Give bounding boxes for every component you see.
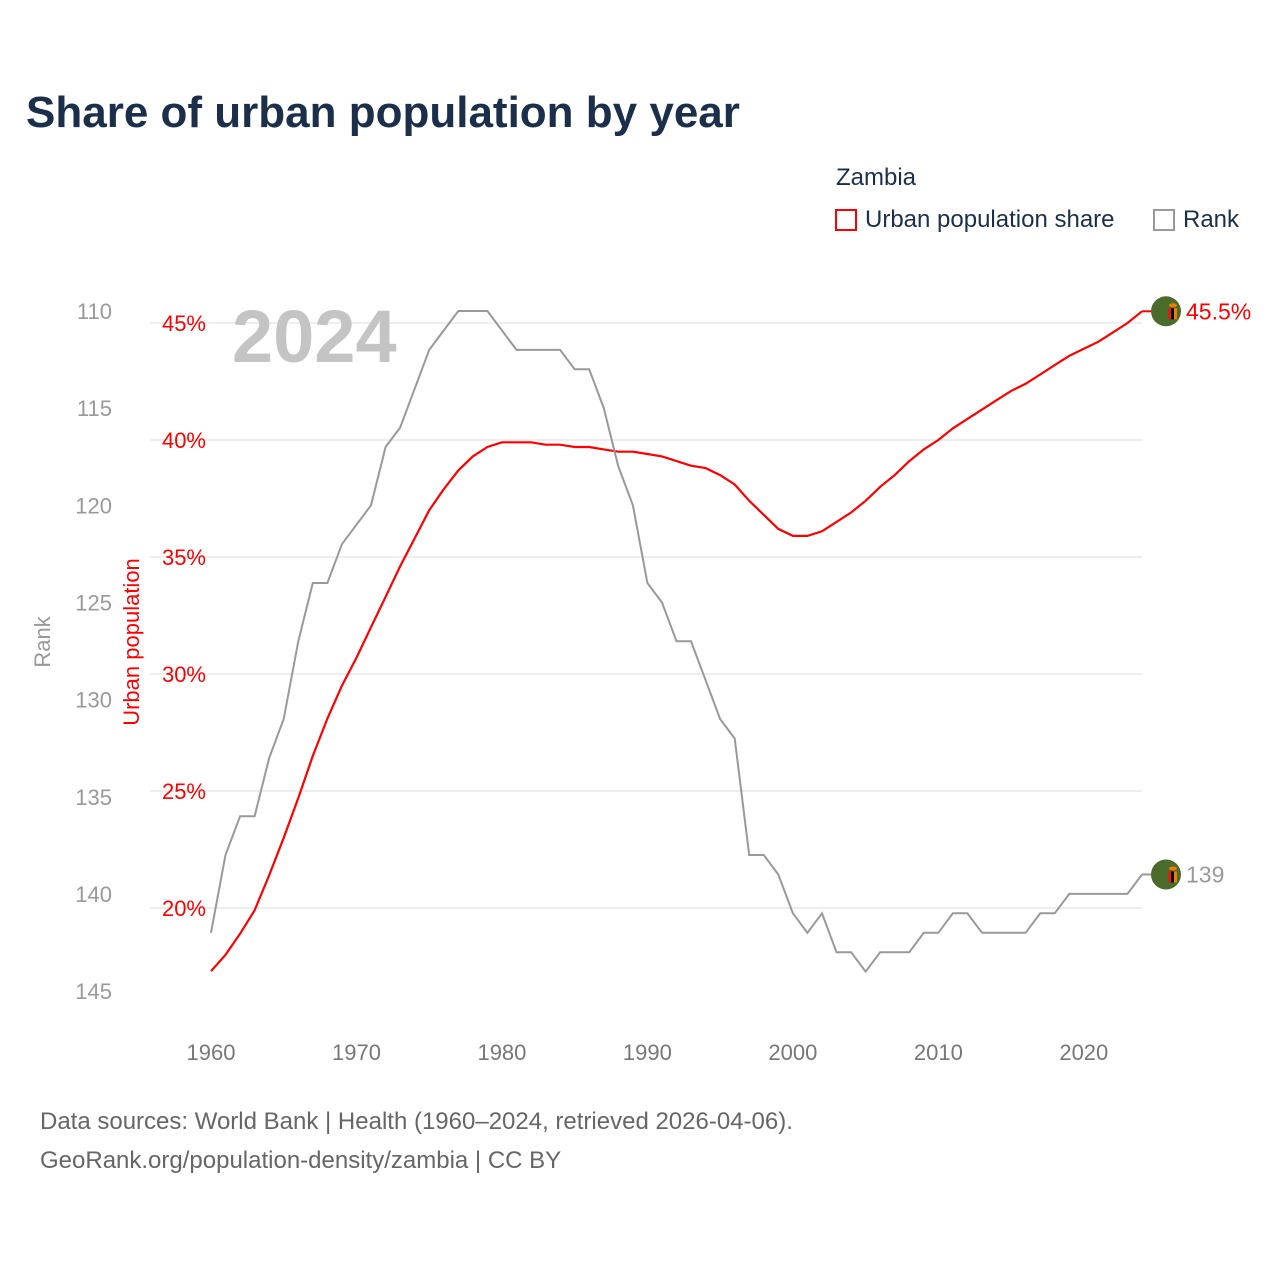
- flag-eagle: [1169, 866, 1177, 871]
- urban-end-label: 45.5%: [1186, 298, 1251, 324]
- legend-title: Zambia: [836, 164, 917, 191]
- flag-orange-stripe: [1174, 871, 1177, 883]
- x-tick-label: 2020: [1059, 1040, 1108, 1065]
- y-axis-label-urban: Urban population: [119, 558, 144, 726]
- flag-black-stripe: [1171, 871, 1174, 883]
- year-watermark: 2024: [232, 295, 397, 378]
- x-tick-label: 1960: [187, 1040, 236, 1065]
- rank-tick-label: 135: [75, 785, 112, 810]
- rank-tick-label: 120: [75, 493, 112, 518]
- urban-tick-label: 25%: [162, 779, 206, 804]
- rank-tick-label: 115: [77, 396, 112, 421]
- footer-sources: Data sources: World Bank | Health (1960–…: [40, 1108, 793, 1135]
- rank-tick-label: 125: [75, 590, 112, 615]
- footer-attribution[interactable]: GeoRank.org/population-density/zambia | …: [40, 1147, 562, 1174]
- x-tick-label: 1980: [477, 1040, 526, 1065]
- x-tick-label: 2010: [914, 1040, 963, 1065]
- flag-orange-stripe: [1174, 308, 1177, 320]
- legend-label-urban: Urban population share: [865, 206, 1115, 233]
- legend-swatch-urban: [835, 209, 857, 231]
- rank-tick-label: 130: [75, 688, 112, 713]
- x-tick-label: 1990: [623, 1040, 672, 1065]
- legend-item-rank[interactable]: Rank: [1153, 206, 1239, 234]
- urban-tick-label: 30%: [162, 662, 206, 687]
- legend-item-urban[interactable]: Urban population share: [835, 206, 1115, 234]
- flag-red-stripe: [1168, 871, 1171, 883]
- y-axis-label-rank: Rank: [30, 615, 55, 667]
- flag-black-stripe: [1171, 308, 1174, 320]
- flag-eagle: [1169, 303, 1177, 308]
- rank-line[interactable]: [210, 310, 1143, 974]
- rank-tick-label: 145: [75, 979, 112, 1004]
- urban-tick-label: 20%: [162, 896, 206, 921]
- rank-end-label: 139: [1186, 861, 1224, 887]
- chart-title: Share of urban population by year: [26, 88, 740, 137]
- legend-label-rank: Rank: [1183, 206, 1240, 233]
- x-tick-label: 2000: [768, 1040, 817, 1065]
- urban-tick-label: 45%: [162, 311, 206, 336]
- urban-share-line[interactable]: [210, 310, 1143, 972]
- rank-tick-label: 140: [75, 882, 112, 907]
- x-tick-label: 1970: [332, 1040, 381, 1065]
- legend-swatch-rank: [1153, 209, 1175, 231]
- rank-tick-label: 110: [77, 299, 112, 324]
- flag-red-stripe: [1168, 308, 1171, 320]
- urban-tick-label: 40%: [162, 428, 206, 453]
- urban-tick-label: 35%: [162, 545, 206, 570]
